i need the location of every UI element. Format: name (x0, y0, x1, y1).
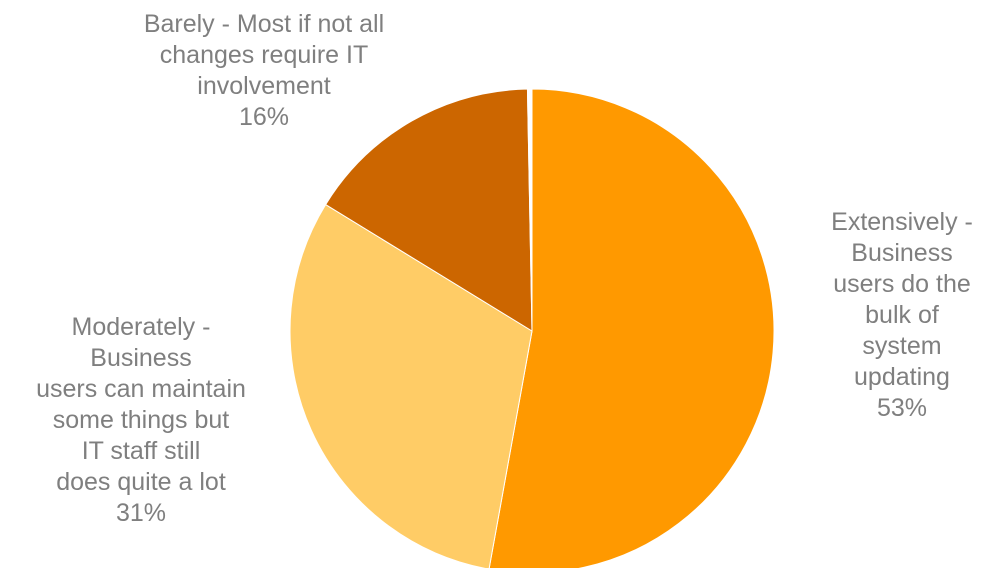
slice-label-line: involvement (197, 72, 330, 100)
slice-label-2: Moderately - Business users can maintain so… (36, 313, 246, 527)
pie-slice-1 (488, 88, 775, 568)
slice-value-label: 53% (877, 394, 927, 422)
slice-label-line: Barely - Most if not all (144, 10, 384, 38)
slice-label-line: some things but (53, 406, 230, 434)
slice-label-1: Extensively - Business users do the bulk of… (831, 208, 973, 422)
slice-label-line: does quite a lot (56, 468, 226, 496)
slice-label-line: Business (851, 239, 952, 267)
pie-slice-2 (289, 203, 533, 568)
slice-label-3: Barely - Most if not all changes require … (144, 10, 384, 131)
slice-label-line: Moderately - (72, 313, 211, 341)
slice-label-line: system (862, 332, 941, 360)
slice-value-label: 16% (239, 103, 289, 131)
slice-label-line: updating (854, 363, 950, 391)
slice-label-line: Extensively - (831, 208, 973, 236)
slice-label-line: IT staff still (82, 437, 201, 465)
pie-slices (289, 88, 775, 568)
slice-label-line: Business (90, 344, 191, 372)
slice-label-line: users do the (833, 270, 971, 298)
pie-labels: Extensively - Business users do the bulk of… (36, 10, 973, 527)
slice-label-line: users can maintain (36, 375, 246, 403)
slice-label-line: changes require IT (160, 41, 368, 69)
pie-slice-3 (324, 88, 533, 332)
pie-slice-4 (526, 88, 533, 332)
slice-value-label: 31% (116, 499, 166, 527)
slice-label-line: bulk of (865, 301, 939, 329)
